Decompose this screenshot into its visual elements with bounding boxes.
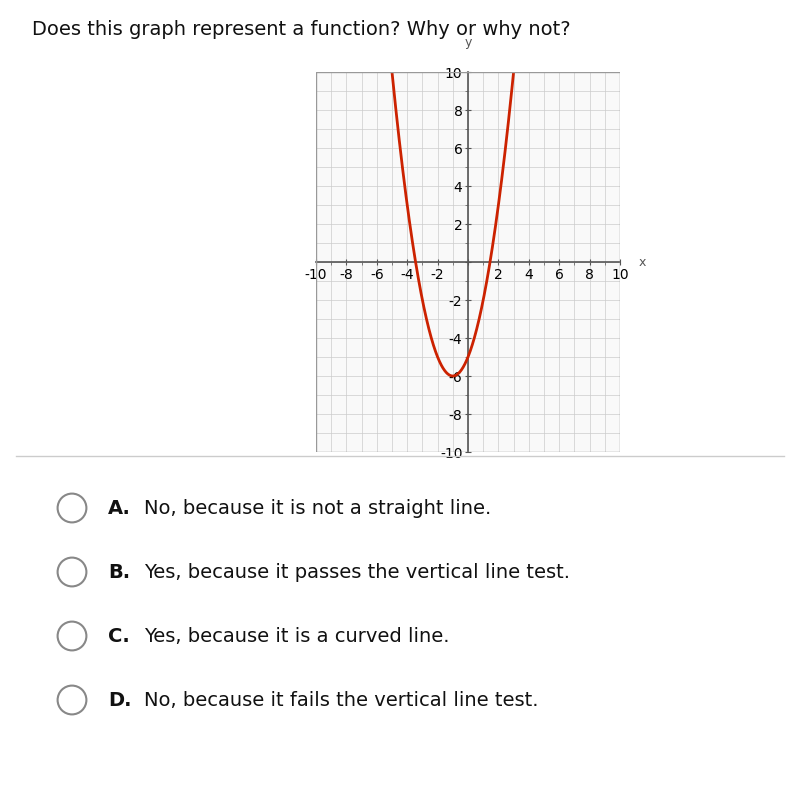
Text: D.: D.	[108, 690, 131, 710]
Text: Yes, because it passes the vertical line test.: Yes, because it passes the vertical line…	[144, 562, 570, 582]
Text: No, because it is not a straight line.: No, because it is not a straight line.	[144, 498, 491, 518]
Text: A.: A.	[108, 498, 131, 518]
Text: Yes, because it is a curved line.: Yes, because it is a curved line.	[144, 626, 450, 646]
Text: Does this graph represent a function? Why or why not?: Does this graph represent a function? Wh…	[32, 20, 570, 39]
Text: y: y	[464, 36, 472, 50]
Text: B.: B.	[108, 562, 130, 582]
Text: x: x	[638, 255, 646, 269]
Text: C.: C.	[108, 626, 130, 646]
Text: No, because it fails the vertical line test.: No, because it fails the vertical line t…	[144, 690, 538, 710]
